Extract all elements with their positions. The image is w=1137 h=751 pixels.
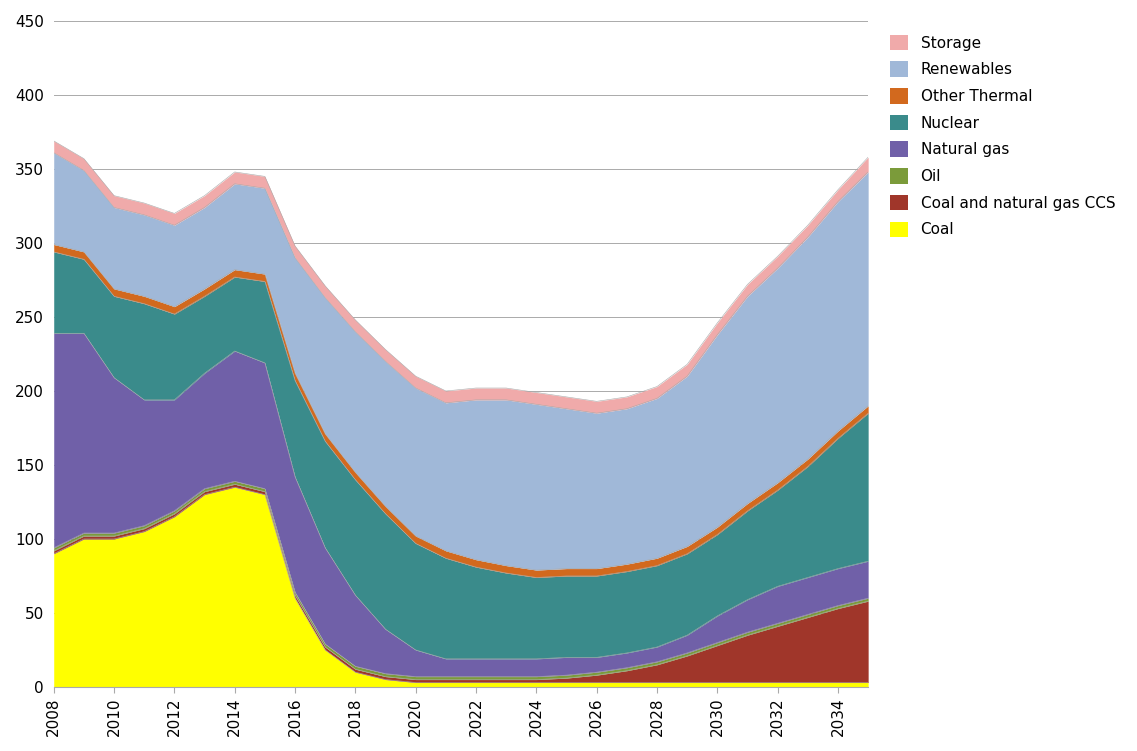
Legend: Storage, Renewables, Other Thermal, Nuclear, Natural gas, Oil, Coal and natural : Storage, Renewables, Other Thermal, Nucl… — [883, 29, 1121, 243]
